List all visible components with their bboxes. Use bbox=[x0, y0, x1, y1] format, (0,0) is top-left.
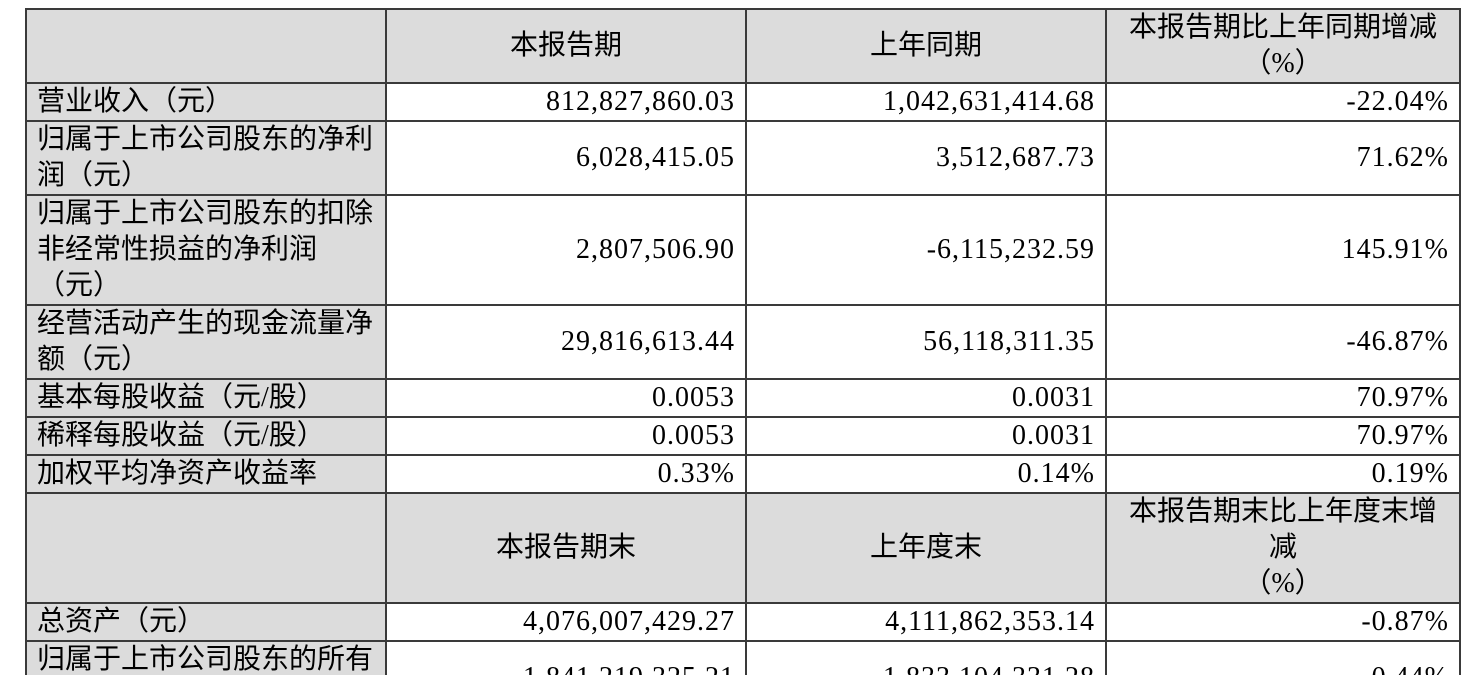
value-prior-period: 1,042,631,414.68 bbox=[745, 82, 1107, 122]
value-prior-period: 0.0031 bbox=[745, 378, 1107, 418]
row-label: 营业收入（元） bbox=[25, 82, 387, 122]
row-label: 总资产（元） bbox=[25, 602, 387, 642]
value-prior-period: 0.0031 bbox=[745, 416, 1107, 456]
value-current-period: 4,076,007,429.27 bbox=[385, 602, 747, 642]
value-prior-period: -6,115,232.59 bbox=[745, 194, 1107, 306]
col-header-change-line1: 本报告期比上年同期增减 bbox=[1128, 12, 1437, 43]
value-change: 70.97% bbox=[1105, 378, 1461, 418]
row-label: 基本每股收益（元/股） bbox=[25, 378, 387, 418]
value-current-period: 6,028,415.05 bbox=[385, 120, 747, 196]
value-change: -46.87% bbox=[1105, 304, 1461, 380]
value-current-period: 0.0053 bbox=[385, 378, 747, 418]
row-label: 稀释每股收益（元/股） bbox=[25, 416, 387, 456]
section2-header-row: 本报告期末 上年度末 本报告期末比上年度末增减 （%） bbox=[25, 492, 1461, 604]
corner-cell bbox=[25, 492, 387, 604]
value-change: -22.04% bbox=[1105, 82, 1461, 122]
section1-header-row: 本报告期 上年同期 本报告期比上年同期增减 （%） bbox=[25, 8, 1461, 84]
col-header-change-end-line1: 本报告期末比上年度末增减 bbox=[1128, 496, 1437, 563]
value-current-period: 0.33% bbox=[385, 454, 747, 494]
col-header-change-end-line2: （%） bbox=[1243, 568, 1323, 599]
table-row: 稀释每股收益（元/股） 0.0053 0.0031 70.97% bbox=[25, 416, 1461, 456]
value-current-period: 1,841,219,325.21 bbox=[385, 640, 747, 675]
corner-cell bbox=[25, 8, 387, 84]
col-header-prior-period: 上年同期 bbox=[745, 8, 1107, 84]
row-label: 归属于上市公司股东的所有者权益（元） bbox=[25, 640, 387, 675]
value-change: -0.87% bbox=[1105, 602, 1461, 642]
table-row: 经营活动产生的现金流量净额（元） 29,816,613.44 56,118,31… bbox=[25, 304, 1461, 380]
value-change: 71.62% bbox=[1105, 120, 1461, 196]
row-label: 归属于上市公司股东的净利润（元） bbox=[25, 120, 387, 196]
row-label: 加权平均净资产收益率 bbox=[25, 454, 387, 494]
value-prior-period: 4,111,862,353.14 bbox=[745, 602, 1107, 642]
value-change: 0.44% bbox=[1105, 640, 1461, 675]
col-header-change-end: 本报告期末比上年度末增减 （%） bbox=[1105, 492, 1461, 604]
table-row: 加权平均净资产收益率 0.33% 0.14% 0.19% bbox=[25, 454, 1461, 494]
table-row: 总资产（元） 4,076,007,429.27 4,111,862,353.14… bbox=[25, 602, 1461, 642]
row-label: 归属于上市公司股东的扣除非经常性损益的净利润（元） bbox=[25, 194, 387, 306]
table-row: 营业收入（元） 812,827,860.03 1,042,631,414.68 … bbox=[25, 82, 1461, 122]
value-prior-period: 3,512,687.73 bbox=[745, 120, 1107, 196]
value-change: 145.91% bbox=[1105, 194, 1461, 306]
table-row: 基本每股收益（元/股） 0.0053 0.0031 70.97% bbox=[25, 378, 1461, 418]
value-current-period: 812,827,860.03 bbox=[385, 82, 747, 122]
col-header-change-line2: （%） bbox=[1243, 48, 1323, 79]
value-current-period: 2,807,506.90 bbox=[385, 194, 747, 306]
financial-summary-table: 本报告期 上年同期 本报告期比上年同期增减 （%） 营业收入（元） 812,82… bbox=[25, 8, 1461, 675]
value-prior-period: 0.14% bbox=[745, 454, 1107, 494]
col-header-current-period-end: 本报告期末 bbox=[385, 492, 747, 604]
value-change: 70.97% bbox=[1105, 416, 1461, 456]
col-header-current-period: 本报告期 bbox=[385, 8, 747, 84]
value-prior-period: 1,833,104,331.28 bbox=[745, 640, 1107, 675]
value-prior-period: 56,118,311.35 bbox=[745, 304, 1107, 380]
col-header-change: 本报告期比上年同期增减 （%） bbox=[1105, 8, 1461, 84]
value-current-period: 0.0053 bbox=[385, 416, 747, 456]
table-row: 归属于上市公司股东的所有者权益（元） 1,841,219,325.21 1,83… bbox=[25, 640, 1461, 675]
value-change: 0.19% bbox=[1105, 454, 1461, 494]
col-header-prior-year-end: 上年度末 bbox=[745, 492, 1107, 604]
table-row: 归属于上市公司股东的净利润（元） 6,028,415.05 3,512,687.… bbox=[25, 120, 1461, 196]
value-current-period: 29,816,613.44 bbox=[385, 304, 747, 380]
table-row: 归属于上市公司股东的扣除非经常性损益的净利润（元） 2,807,506.90 -… bbox=[25, 194, 1461, 306]
row-label: 经营活动产生的现金流量净额（元） bbox=[25, 304, 387, 380]
